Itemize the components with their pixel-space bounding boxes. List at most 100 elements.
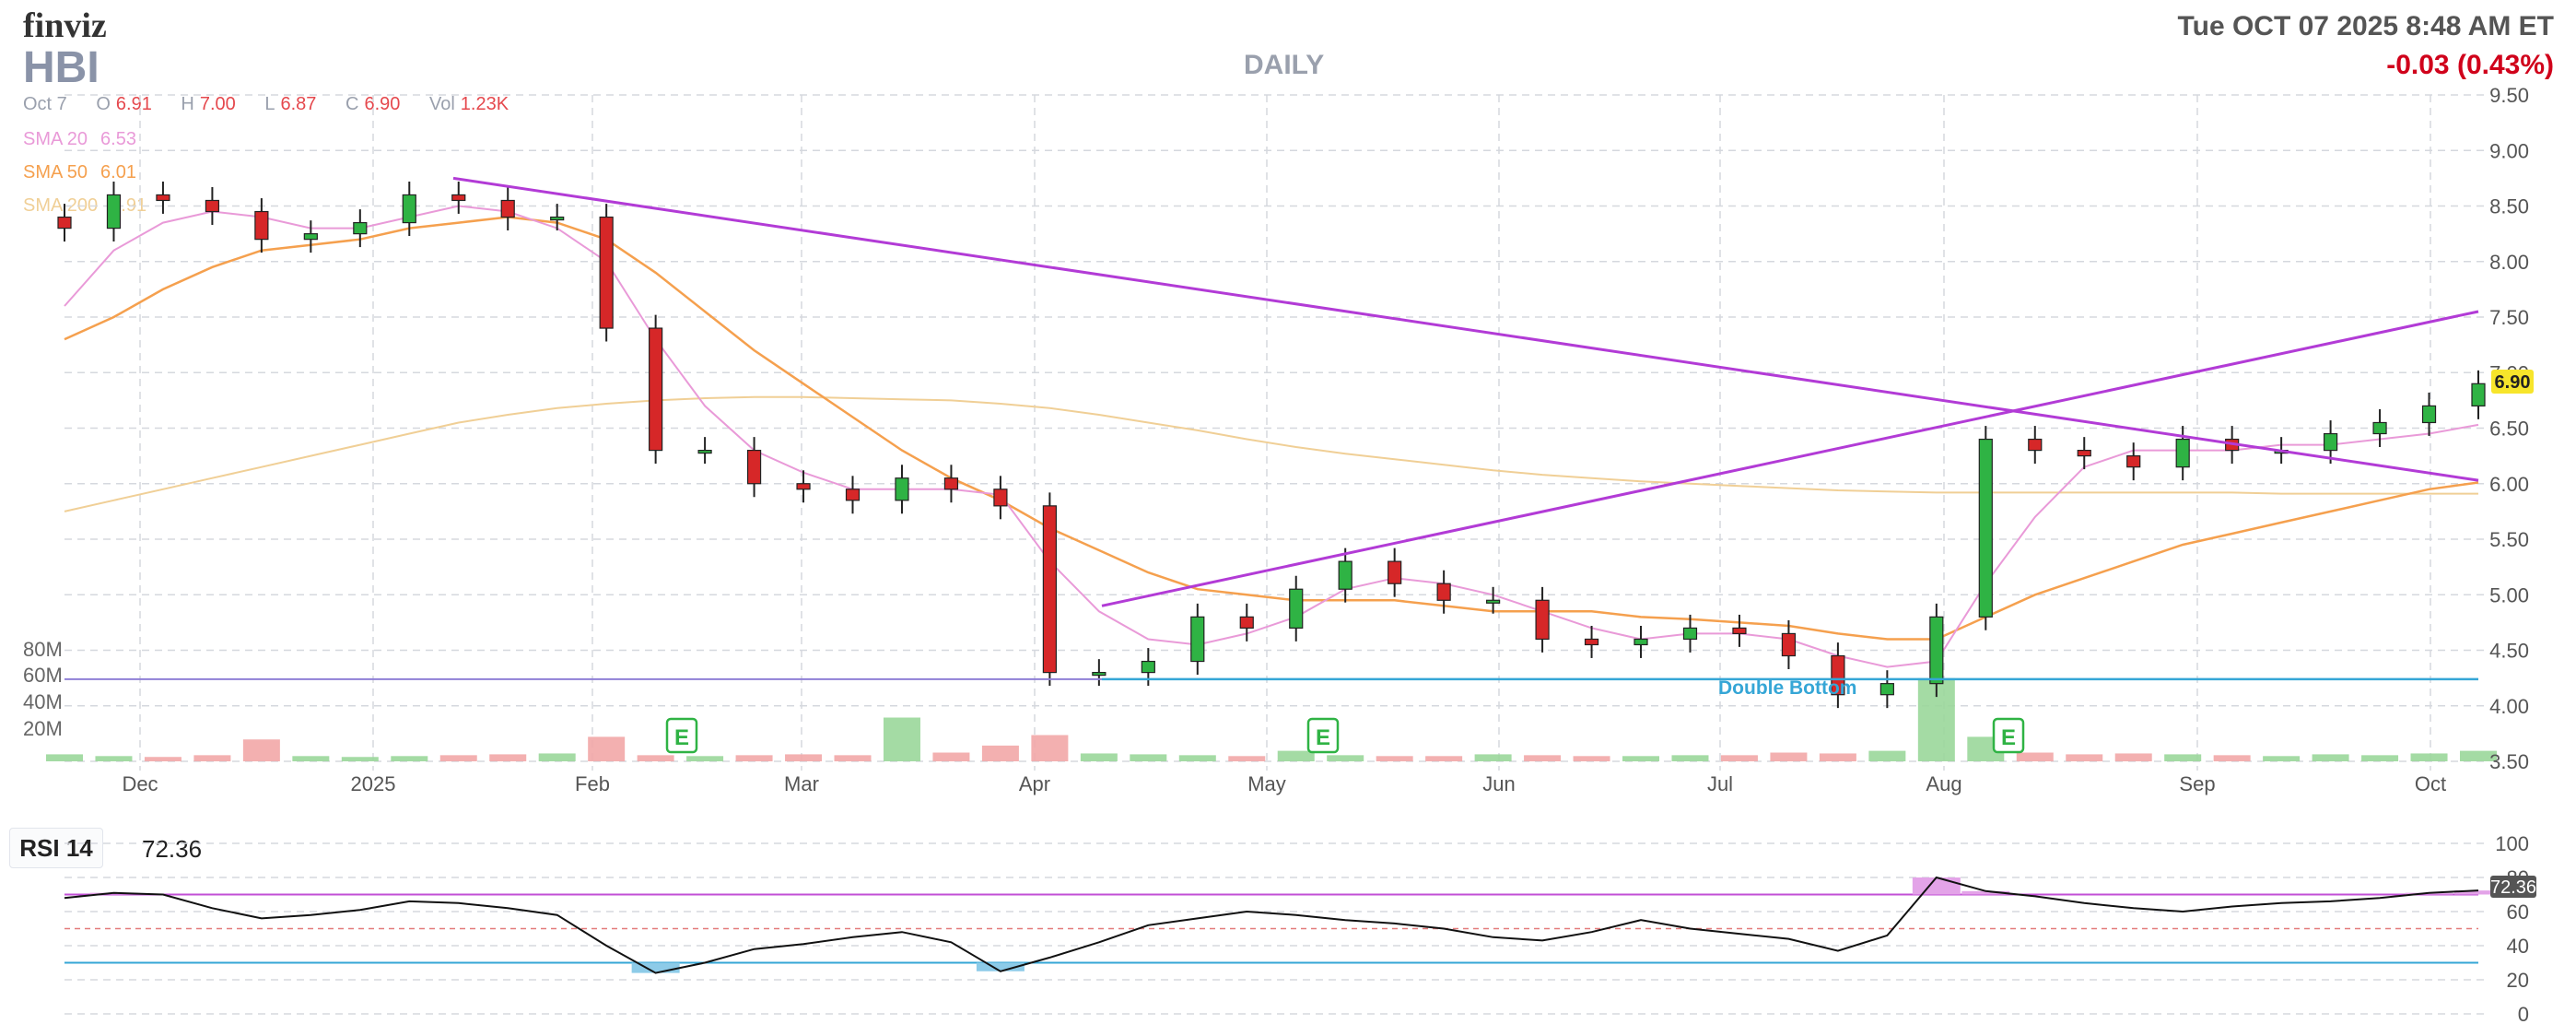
candle-up bbox=[402, 194, 416, 224]
volume-bar bbox=[637, 755, 674, 761]
earnings-marker-label: E bbox=[674, 725, 689, 750]
rsi-title[interactable]: RSI 14 bbox=[9, 828, 103, 868]
candle-up bbox=[353, 221, 368, 235]
sma50-legend[interactable]: SMA 50 6.01 bbox=[23, 162, 136, 183]
time-tick-label: Dec bbox=[122, 772, 158, 795]
volume-bar bbox=[1474, 754, 1512, 761]
timeframe-label[interactable]: DAILY bbox=[1244, 50, 1325, 80]
time-tick-label: Apr bbox=[1019, 772, 1050, 795]
rsi-oversold-fill bbox=[976, 962, 1025, 971]
candle-down bbox=[451, 194, 466, 202]
candle-up bbox=[106, 194, 122, 230]
time-tick-label: Feb bbox=[575, 772, 610, 795]
volume-tick-label: 60M bbox=[23, 664, 63, 687]
volume-bar bbox=[1130, 754, 1167, 761]
volume-bar bbox=[1720, 755, 1758, 761]
rsi-tick-label: 20 bbox=[2507, 969, 2529, 992]
candle-down bbox=[746, 450, 762, 485]
candle-up bbox=[1289, 588, 1304, 629]
time-tick-label: Mar bbox=[784, 772, 819, 795]
low-label: L bbox=[264, 94, 275, 114]
candle-down bbox=[1436, 583, 1451, 601]
sma20-legend[interactable]: SMA 20 6.53 bbox=[23, 129, 136, 150]
ohlc-readout: Oct 7 O 6.91 H 7.00 L 6.87 C 6.90 Vol 1.23K bbox=[23, 94, 533, 115]
volume-bar bbox=[834, 755, 872, 761]
sma50-line bbox=[64, 216, 2479, 641]
volume-bar bbox=[1277, 750, 1315, 761]
volume-bar bbox=[2312, 754, 2349, 761]
candle-up bbox=[1682, 627, 1698, 641]
time-tick-label: Aug bbox=[1926, 772, 1961, 795]
volume-value: 1.23K bbox=[460, 94, 509, 114]
volume-bar bbox=[1031, 735, 1069, 761]
volume-tick-label: 40M bbox=[23, 690, 63, 713]
sma200-label: SMA 200 bbox=[23, 195, 99, 216]
price-tick-label: 6.00 bbox=[2489, 473, 2529, 496]
earnings-marker[interactable] bbox=[665, 717, 698, 754]
candle-down bbox=[993, 489, 1008, 507]
earnings-marker[interactable] bbox=[1306, 717, 1340, 754]
price-change: -0.03 (0.43%) bbox=[2386, 50, 2554, 80]
volume-bar bbox=[1868, 750, 1906, 761]
volume-bar bbox=[2460, 750, 2497, 761]
candle-down bbox=[1732, 627, 1747, 635]
time-tick-label: 2025 bbox=[351, 772, 396, 795]
candle-down bbox=[57, 216, 72, 230]
candle-up bbox=[1929, 616, 1944, 685]
candle-down bbox=[1831, 654, 1845, 696]
earnings-marker-label: E bbox=[2001, 725, 2016, 750]
sma20-value: 6.53 bbox=[100, 129, 136, 149]
candle-up bbox=[2323, 432, 2338, 452]
volume-bar bbox=[1819, 753, 1856, 761]
uptrend-line[interactable] bbox=[1101, 310, 2479, 607]
rsi-tick-label: 40 bbox=[2507, 935, 2529, 958]
rsi-tick-label: 60 bbox=[2507, 901, 2529, 924]
earnings-marker[interactable] bbox=[1992, 717, 2025, 754]
candle-up bbox=[2421, 405, 2437, 424]
volume-bar bbox=[686, 756, 724, 761]
candle-up bbox=[2372, 421, 2387, 435]
volume-bar bbox=[2066, 754, 2103, 761]
candle-up bbox=[2175, 438, 2190, 468]
volume-bar bbox=[785, 754, 823, 761]
low-value: 6.87 bbox=[280, 94, 317, 114]
candle-up bbox=[550, 216, 565, 221]
candle-up bbox=[1190, 616, 1205, 663]
price-chart[interactable]: 9.50 9.00 8.50 8.00 7.50 7.00 6.50 6.00 5.50 5.00… bbox=[0, 0, 2576, 802]
candle-down bbox=[156, 194, 170, 202]
volume-tick-label: 20M bbox=[23, 717, 63, 740]
finviz-logo[interactable]: finviz bbox=[23, 6, 107, 45]
volume-bar bbox=[2164, 754, 2202, 761]
volume-tick-label: 80M bbox=[23, 638, 63, 661]
candle-down bbox=[254, 210, 269, 241]
downtrend-line[interactable] bbox=[452, 176, 2479, 482]
volume-bar bbox=[1622, 756, 1660, 761]
rsi-line bbox=[64, 876, 2479, 974]
volume-bar bbox=[932, 752, 970, 761]
volume-bar bbox=[2213, 755, 2251, 761]
rsi-overbought-fill bbox=[2454, 890, 2502, 895]
double-bottom-label: Double Bottom bbox=[1718, 677, 1856, 699]
rsi-oversold-fill bbox=[631, 962, 680, 973]
price-tick-label: 3.50 bbox=[2489, 750, 2529, 773]
earnings-marker-label: E bbox=[1316, 725, 1330, 750]
volume-bar bbox=[588, 736, 626, 761]
time-tick-label: May bbox=[1247, 772, 1286, 795]
candle-up bbox=[1633, 638, 1648, 646]
volume-bar bbox=[1080, 753, 1118, 761]
volume-bar bbox=[95, 756, 133, 761]
candle-up bbox=[1092, 671, 1107, 677]
candle-down bbox=[2126, 455, 2141, 468]
price-tick-label: 4.00 bbox=[2489, 695, 2529, 718]
candle-down bbox=[1239, 616, 1254, 629]
rsi-last-badge bbox=[2490, 876, 2536, 898]
volume-bar bbox=[2263, 756, 2301, 761]
rsi-panel[interactable]: 100806040200 72.36 bbox=[0, 820, 2576, 1032]
volume-bar bbox=[341, 757, 379, 761]
volume-bar bbox=[292, 756, 330, 761]
volume-label: Vol bbox=[428, 94, 455, 114]
last-price-label: 6.90 bbox=[2495, 372, 2531, 393]
candle-down bbox=[1535, 599, 1550, 641]
sma200-line bbox=[64, 395, 2478, 512]
price-tick-label: 6.50 bbox=[2489, 418, 2529, 441]
